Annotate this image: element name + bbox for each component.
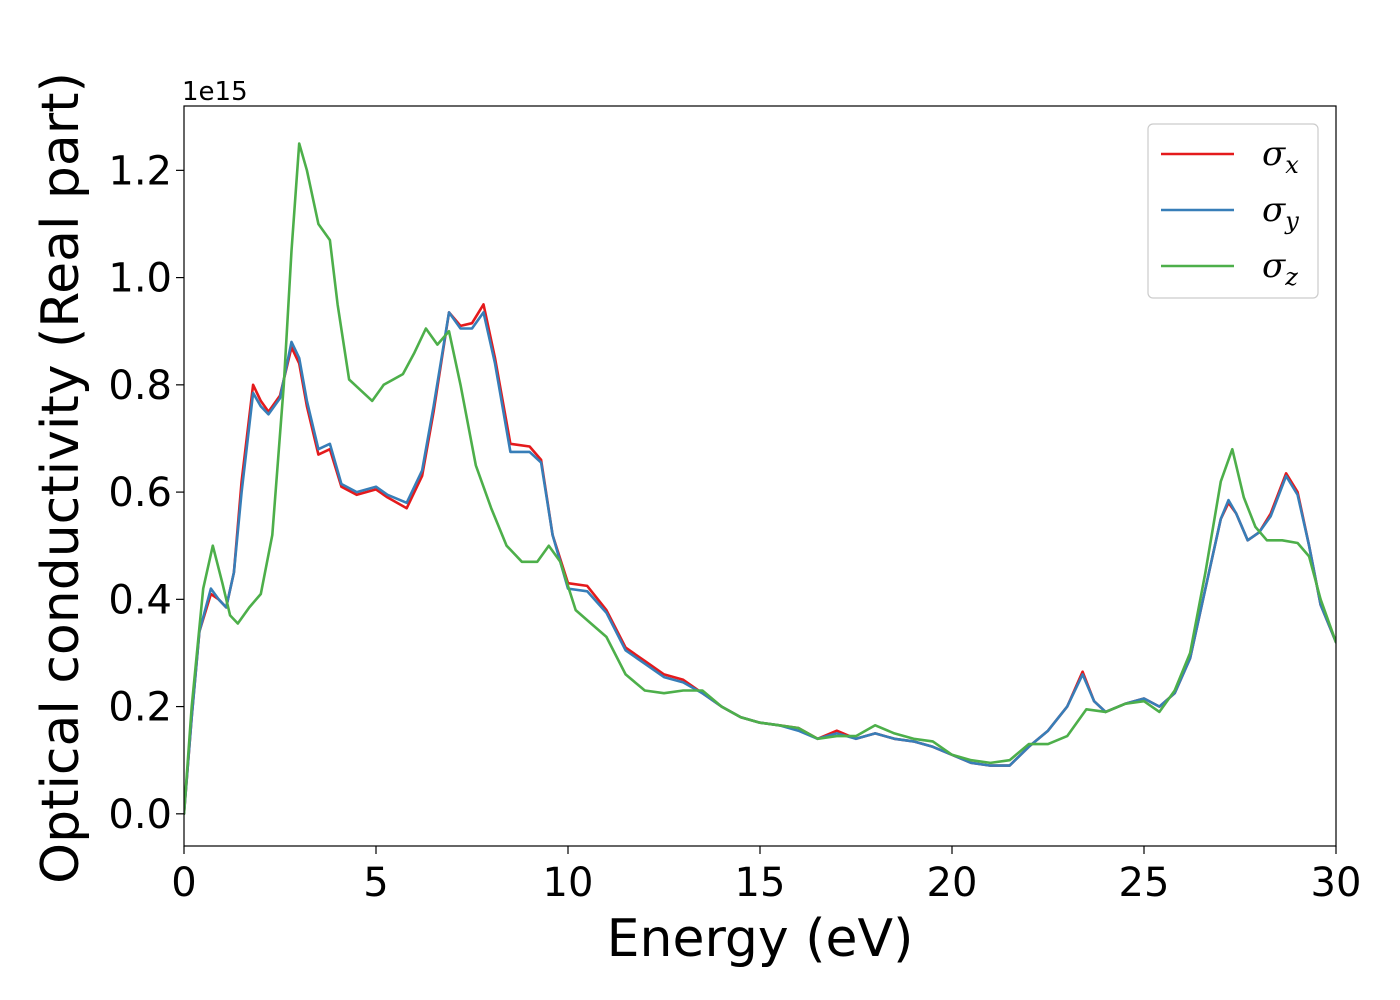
x-axis-label: Energy (eV) (607, 909, 914, 969)
legend-subscript: x (1285, 151, 1299, 179)
x-tick-label: 0 (171, 860, 196, 906)
y-tick-label: 0.0 (108, 792, 172, 838)
legend-label: σx (1262, 134, 1299, 179)
y-tick-label: 1.2 (108, 148, 172, 194)
x-tick-label: 30 (1311, 860, 1362, 906)
legend-subscript: y (1284, 207, 1299, 235)
legend-label: σz (1262, 246, 1298, 291)
y-axis-offset-label: 1e15 (182, 77, 248, 107)
legend-symbol: σ (1262, 134, 1286, 174)
series-lines (184, 142, 1336, 816)
y-tick-label: 0.8 (108, 363, 172, 409)
series-line-z (184, 142, 1336, 816)
legend-item-z: σz (1161, 246, 1298, 291)
y-tick-label: 1.0 (108, 256, 172, 302)
legend-item-y: σy (1161, 190, 1299, 235)
legend-item-x: σx (1161, 134, 1299, 179)
x-tick-label: 15 (735, 860, 786, 906)
y-tick-label: 0.2 (108, 685, 172, 731)
y-axis-label: Optical conductivity (Real part) (31, 72, 91, 884)
series-line-x (184, 303, 1336, 816)
x-tick-label: 20 (927, 860, 978, 906)
legend-symbol: σ (1262, 190, 1286, 230)
x-axis-ticks: 0 5 10 15 20 25 30 (171, 846, 1361, 906)
x-tick-label: 25 (1119, 860, 1170, 906)
legend-subscript: z (1284, 263, 1298, 291)
x-tick-label: 5 (363, 860, 388, 906)
x-tick-label: 10 (543, 860, 594, 906)
y-tick-label: 0.4 (108, 577, 172, 623)
legend-label: σy (1262, 190, 1299, 235)
legend-symbol: σ (1262, 246, 1286, 286)
y-axis-ticks: 0.0 0.2 0.4 0.6 0.8 1.0 1.2 (108, 148, 184, 838)
y-tick-label: 0.6 (108, 470, 172, 516)
